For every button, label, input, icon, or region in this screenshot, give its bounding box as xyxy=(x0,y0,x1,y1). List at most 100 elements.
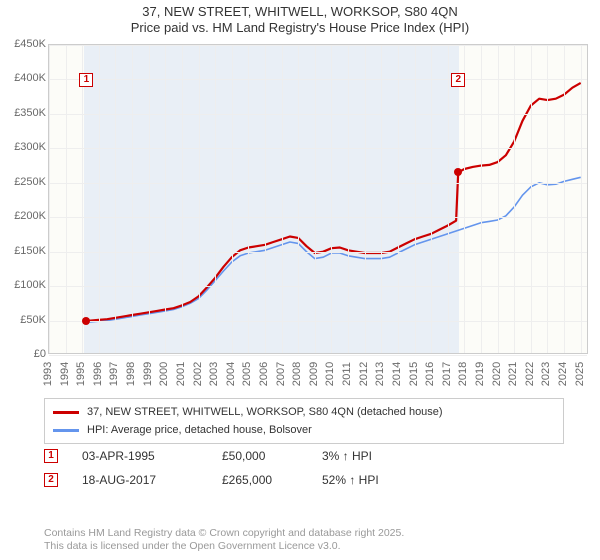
y-tick-label: £50K xyxy=(6,314,46,326)
gridline-h xyxy=(49,183,587,184)
gridline-v xyxy=(115,45,116,353)
gridline-v xyxy=(481,45,482,353)
gridline-v xyxy=(431,45,432,353)
x-tick-label: 2022 xyxy=(524,362,536,386)
x-tick-label: 2004 xyxy=(225,362,237,386)
gridline-v xyxy=(49,45,50,353)
title-line-1: 37, NEW STREET, WHITWELL, WORKSOP, S80 4… xyxy=(0,4,600,20)
gridline-v xyxy=(298,45,299,353)
gridline-v xyxy=(564,45,565,353)
gridline-h xyxy=(49,45,587,46)
transaction-marker: 1 xyxy=(44,449,58,463)
legend-swatch xyxy=(53,429,79,432)
x-tick-label: 2010 xyxy=(324,362,336,386)
legend-label: 37, NEW STREET, WHITWELL, WORKSOP, S80 4… xyxy=(87,406,443,418)
y-tick-label: £150K xyxy=(6,245,46,257)
gridline-v xyxy=(331,45,332,353)
legend-swatch xyxy=(53,411,79,414)
gridline-v xyxy=(99,45,100,353)
series-price_paid xyxy=(86,83,580,321)
x-tick-label: 2014 xyxy=(391,362,403,386)
title-line-2: Price paid vs. HM Land Registry's House … xyxy=(0,20,600,36)
plot-area: 12 xyxy=(48,44,588,354)
transaction-date: 18-AUG-2017 xyxy=(82,473,222,487)
x-tick-label: 2006 xyxy=(258,362,270,386)
gridline-v xyxy=(232,45,233,353)
x-tick-label: 2019 xyxy=(474,362,486,386)
transaction-marker: 2 xyxy=(44,473,58,487)
gridline-v xyxy=(132,45,133,353)
chart-title-block: 37, NEW STREET, WHITWELL, WORKSOP, S80 4… xyxy=(0,0,600,37)
x-tick-label: 2002 xyxy=(192,362,204,386)
footer-line-2: This data is licensed under the Open Gov… xyxy=(44,540,404,554)
x-tick-label: 2013 xyxy=(374,362,386,386)
transaction-price: £50,000 xyxy=(222,449,322,463)
x-tick-label: 2008 xyxy=(291,362,303,386)
transaction-pct: 3% ↑ HPI xyxy=(322,449,442,463)
transaction-price: £265,000 xyxy=(222,473,322,487)
gridline-v xyxy=(448,45,449,353)
x-tick-label: 2003 xyxy=(208,362,220,386)
footer-attribution: Contains HM Land Registry data © Crown c… xyxy=(44,527,404,554)
gridline-h xyxy=(49,286,587,287)
gridline-h xyxy=(49,217,587,218)
gridline-v xyxy=(165,45,166,353)
legend-row: 37, NEW STREET, WHITWELL, WORKSOP, S80 4… xyxy=(53,403,555,421)
gridline-v xyxy=(381,45,382,353)
sale-marker: 2 xyxy=(451,73,465,87)
chart-svg xyxy=(49,45,587,353)
gridline-h xyxy=(49,252,587,253)
x-tick-label: 2025 xyxy=(574,362,586,386)
gridline-v xyxy=(82,45,83,353)
gridline-h xyxy=(49,321,587,322)
gridline-v xyxy=(199,45,200,353)
legend-label: HPI: Average price, detached house, Bols… xyxy=(87,424,312,436)
y-tick-label: £350K xyxy=(6,107,46,119)
gridline-v xyxy=(514,45,515,353)
sale-dot xyxy=(454,168,462,176)
transactions-table: 1 03-APR-1995£50,0003% ↑ HPI 2 18-AUG-2017£… xyxy=(44,444,442,492)
gridline-h xyxy=(49,148,587,149)
gridline-v xyxy=(149,45,150,353)
transaction-row: 1 03-APR-1995£50,0003% ↑ HPI xyxy=(44,444,442,468)
sale-dot xyxy=(82,317,90,325)
gridline-v xyxy=(547,45,548,353)
x-tick-label: 2015 xyxy=(408,362,420,386)
x-tick-label: 1995 xyxy=(75,362,87,386)
gridline-v xyxy=(182,45,183,353)
chart-container: 12 £0£50K£100K£150K£200K£250K£300K£350K£… xyxy=(6,40,594,390)
gridline-h xyxy=(49,79,587,80)
y-tick-label: £450K xyxy=(6,38,46,50)
x-tick-label: 1996 xyxy=(92,362,104,386)
transaction-date: 03-APR-1995 xyxy=(82,449,222,463)
x-tick-label: 1999 xyxy=(142,362,154,386)
x-tick-label: 1998 xyxy=(125,362,137,386)
gridline-v xyxy=(581,45,582,353)
gridline-v xyxy=(398,45,399,353)
gridline-v xyxy=(66,45,67,353)
gridline-v xyxy=(265,45,266,353)
x-tick-label: 2016 xyxy=(424,362,436,386)
x-tick-label: 2023 xyxy=(540,362,552,386)
x-tick-label: 2021 xyxy=(507,362,519,386)
x-tick-label: 2020 xyxy=(491,362,503,386)
x-tick-label: 2005 xyxy=(241,362,253,386)
gridline-v xyxy=(498,45,499,353)
gridline-h xyxy=(49,114,587,115)
x-tick-label: 1997 xyxy=(108,362,120,386)
y-tick-label: £400K xyxy=(6,72,46,84)
gridline-v xyxy=(365,45,366,353)
x-tick-label: 2018 xyxy=(457,362,469,386)
gridline-v xyxy=(531,45,532,353)
transaction-row: 218-AUG-2017£265,00052% ↑ HPI xyxy=(44,468,442,492)
x-tick-label: 2012 xyxy=(358,362,370,386)
y-tick-label: £100K xyxy=(6,279,46,291)
sale-marker: 1 xyxy=(79,73,93,87)
y-tick-label: £300K xyxy=(6,141,46,153)
gridline-v xyxy=(415,45,416,353)
x-tick-label: 2000 xyxy=(158,362,170,386)
gridline-v xyxy=(248,45,249,353)
gridline-v xyxy=(315,45,316,353)
footer-line-1: Contains HM Land Registry data © Crown c… xyxy=(44,527,404,541)
x-tick-label: 2007 xyxy=(275,362,287,386)
